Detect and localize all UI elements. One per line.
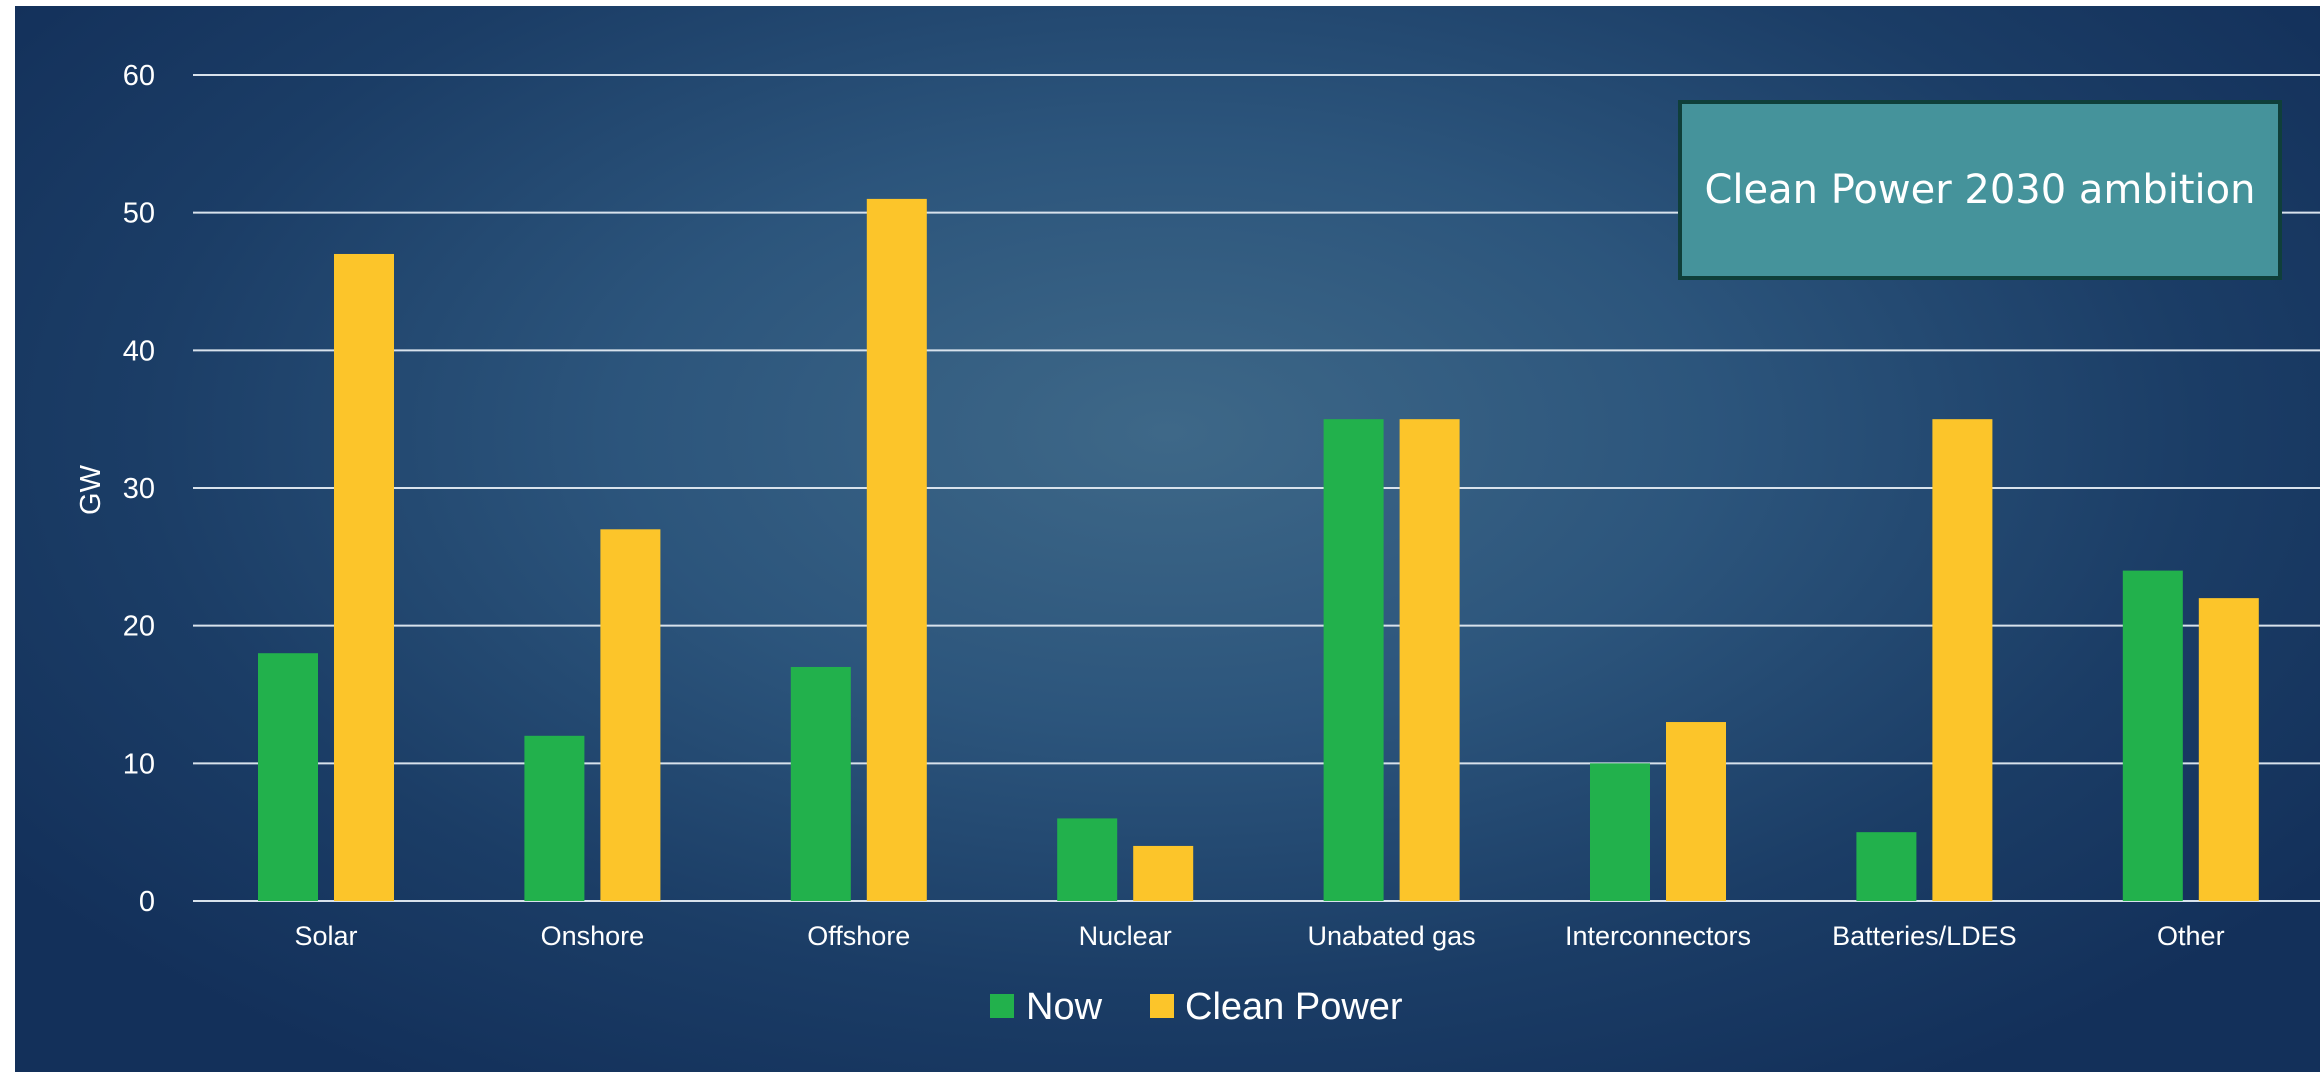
bar-now-other xyxy=(2122,570,2183,901)
callout-box: Clean Power 2030 ambition xyxy=(1678,100,2282,280)
y-tick-label: 40 xyxy=(123,335,155,367)
y-tick-label: 50 xyxy=(123,198,155,230)
x-tick-label: Interconnectors xyxy=(1565,921,1751,951)
x-tick-label: Solar xyxy=(294,921,357,951)
bar-clean-power-batteries-ldes xyxy=(1932,419,1993,901)
bar-clean-power-nuclear xyxy=(1133,845,1194,901)
y-axis-label: GW xyxy=(75,464,107,515)
legend-label-now: Now xyxy=(1026,986,1103,1028)
bar-clean-power-unabated-gas xyxy=(1399,419,1460,901)
x-tick-label: Other xyxy=(2157,921,2225,951)
bar-now-interconnectors xyxy=(1590,763,1650,901)
x-tick-label: Unabated gas xyxy=(1308,921,1476,951)
x-tick-label: Onshore xyxy=(541,921,645,951)
x-tick-label: Nuclear xyxy=(1079,921,1172,951)
bar-now-offshore xyxy=(790,666,851,901)
y-tick-label: 0 xyxy=(139,886,155,918)
x-tick-label: Offshore xyxy=(807,921,910,951)
x-tick-label: Batteries/LDES xyxy=(1832,921,2017,951)
bar-now-unabated-gas xyxy=(1323,419,1384,901)
bar-clean-power-onshore xyxy=(600,529,661,901)
chart-panel: 0 10 20 30 40 50 60 GW Solar Onshore Offshore Nucle… xyxy=(15,6,2320,1072)
bar-now-onshore xyxy=(524,735,585,901)
bar-clean-power-offshore xyxy=(866,198,927,901)
bar-clean-power-other xyxy=(2198,598,2259,901)
legend-label-clean-power: Clean Power xyxy=(1185,986,1403,1028)
bar-now-solar xyxy=(258,653,318,901)
legend-swatch-now xyxy=(990,994,1014,1018)
bar-now-nuclear xyxy=(1057,818,1118,901)
legend-swatch-clean-power xyxy=(1150,994,1174,1018)
y-tick-label: 20 xyxy=(123,611,155,643)
bar-now-batteries-ldes xyxy=(1856,832,1917,901)
y-tick-label: 10 xyxy=(123,748,155,780)
y-tick-label: 30 xyxy=(123,473,155,505)
y-tick-label: 60 xyxy=(123,60,155,92)
bar-clean-power-solar xyxy=(334,253,394,901)
bar-chart: 0 10 20 30 40 50 60 GW Solar Onshore Offshore Nucle… xyxy=(75,60,2320,1028)
bar-clean-power-interconnectors xyxy=(1666,722,1726,901)
